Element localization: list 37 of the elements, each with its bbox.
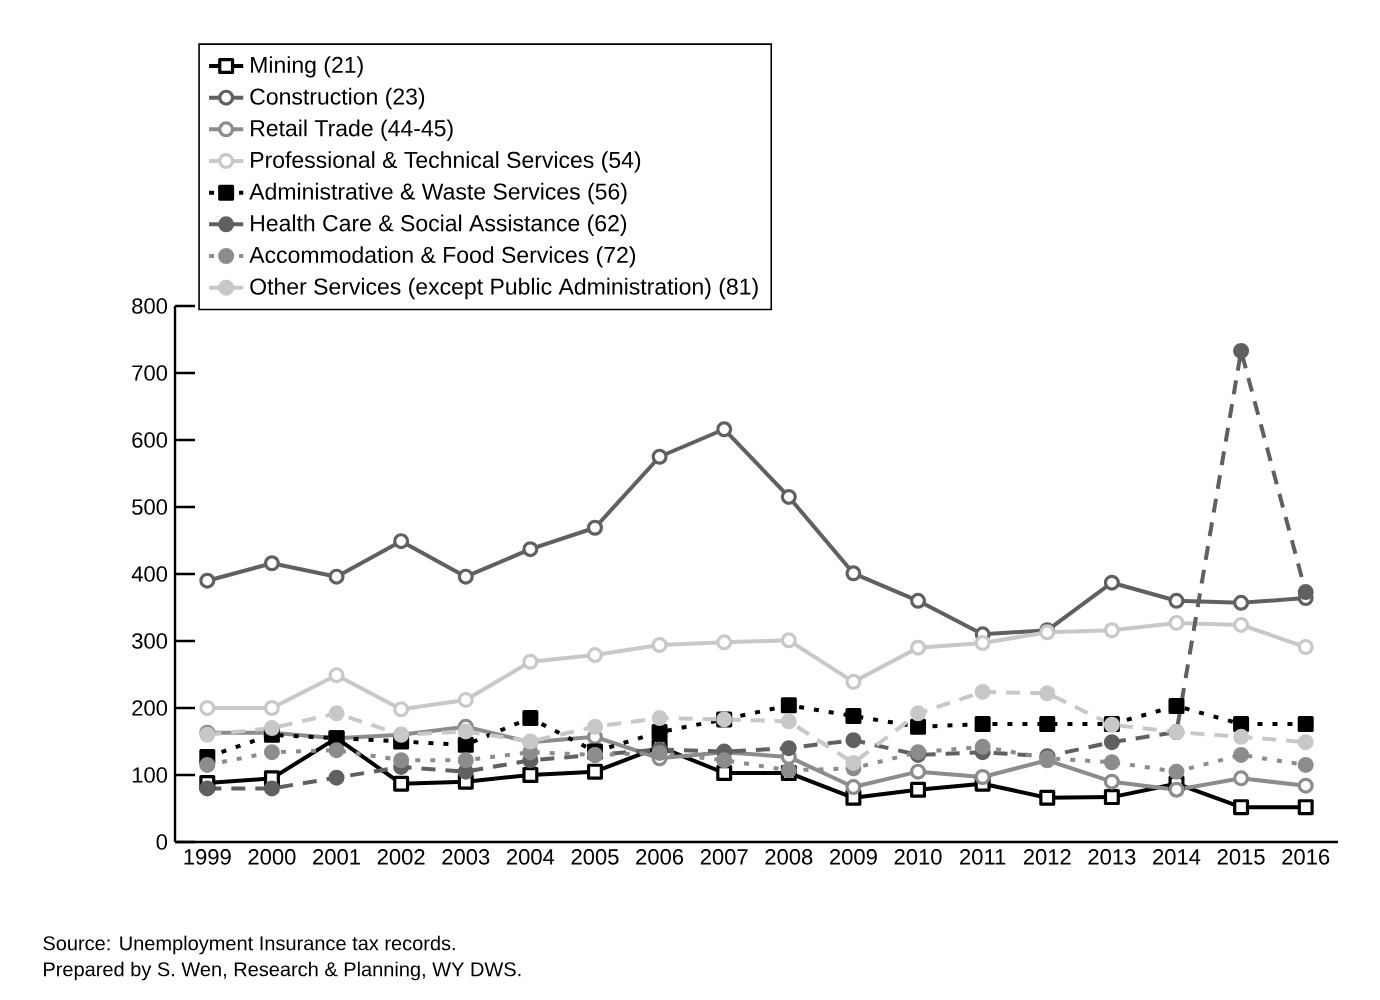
x-tick-label: 2011	[960, 849, 1006, 865]
x-tick-label: 1999	[184, 849, 231, 865]
legend-label: Administrative & Waste Services (56)	[249, 182, 627, 205]
legend-label: Health Care & Social Assistance (62)	[251, 214, 627, 236]
y-tick-label: 300	[132, 633, 168, 649]
x-tick-label: 2014	[1153, 849, 1201, 865]
x-tick-label: 2002	[377, 849, 425, 865]
legend-label: Construction (23)	[250, 87, 425, 110]
x-tick-label: 2009	[830, 849, 877, 865]
x-tick-label: 2001	[313, 849, 360, 865]
x-tick-label: 2015	[1217, 849, 1265, 865]
y-tick-label: 800	[132, 298, 168, 314]
legend-label: Accommodation & Food Services (72)	[249, 246, 636, 268]
legend-label: Retail Trade (44-45)	[251, 119, 453, 141]
legend-label: Professional & Technical Services (54)	[251, 151, 641, 173]
y-tick-label: 100	[132, 767, 168, 783]
x-tick-label: 2013	[1088, 849, 1136, 865]
x-tick-label: 2012	[1023, 849, 1071, 865]
x-tick-label: 2005	[571, 849, 619, 865]
y-tick-label: 400	[131, 566, 168, 582]
x-tick-label: 2003	[442, 849, 490, 865]
source-note: Source: Unemployment Insurance tax records.	[43, 935, 455, 955]
x-tick-label: 2006	[636, 849, 684, 865]
y-tick-label: 500	[132, 499, 168, 515]
x-tick-label: 2010	[894, 849, 942, 865]
legend-label: Mining (21)	[251, 56, 363, 78]
x-tick-label: 2007	[700, 849, 748, 865]
y-tick-label: 200	[132, 700, 168, 716]
text: Prepared by S. Wen, Research & Planning, WY DWS.	[44, 961, 521, 981]
x-tick-label: 2016	[1282, 849, 1330, 865]
y-tick-label: 0	[156, 834, 168, 850]
x-tick-label: 2004	[507, 849, 555, 865]
legend-label: Other Services (except Public Administration) (81)	[250, 277, 758, 300]
y-tick-label: 700	[132, 365, 168, 381]
y-tick-label: 600	[132, 432, 168, 448]
x-tick-label: 2000	[248, 849, 296, 865]
x-tick-label: 2008	[765, 849, 813, 865]
